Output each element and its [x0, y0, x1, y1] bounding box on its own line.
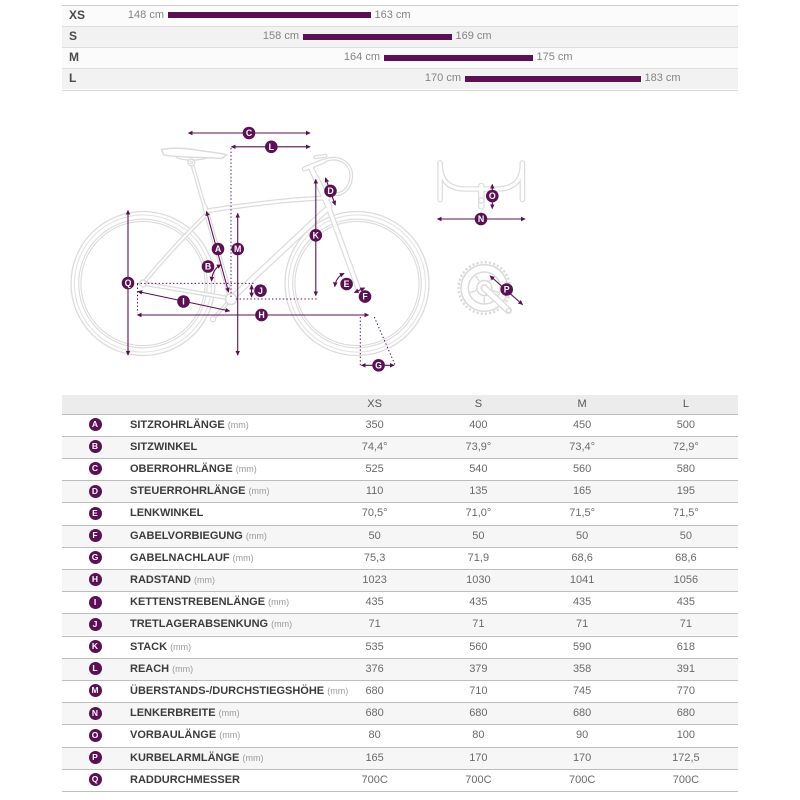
svg-text:N: N: [478, 214, 484, 224]
svg-text:K: K: [313, 230, 320, 240]
svg-text:G: G: [375, 360, 382, 370]
svg-text:M: M: [234, 244, 241, 254]
svg-text:I: I: [182, 297, 184, 307]
svg-text:C: C: [246, 128, 253, 138]
svg-text:J: J: [258, 286, 263, 296]
svg-text:O: O: [489, 191, 496, 201]
svg-text:E: E: [344, 279, 350, 289]
svg-text:D: D: [327, 186, 333, 196]
svg-text:F: F: [362, 292, 368, 302]
svg-text:B: B: [205, 262, 211, 272]
svg-text:L: L: [269, 142, 275, 152]
svg-text:P: P: [504, 285, 510, 295]
svg-text:A: A: [215, 244, 222, 254]
svg-text:Q: Q: [125, 278, 132, 288]
svg-text:H: H: [258, 310, 264, 320]
